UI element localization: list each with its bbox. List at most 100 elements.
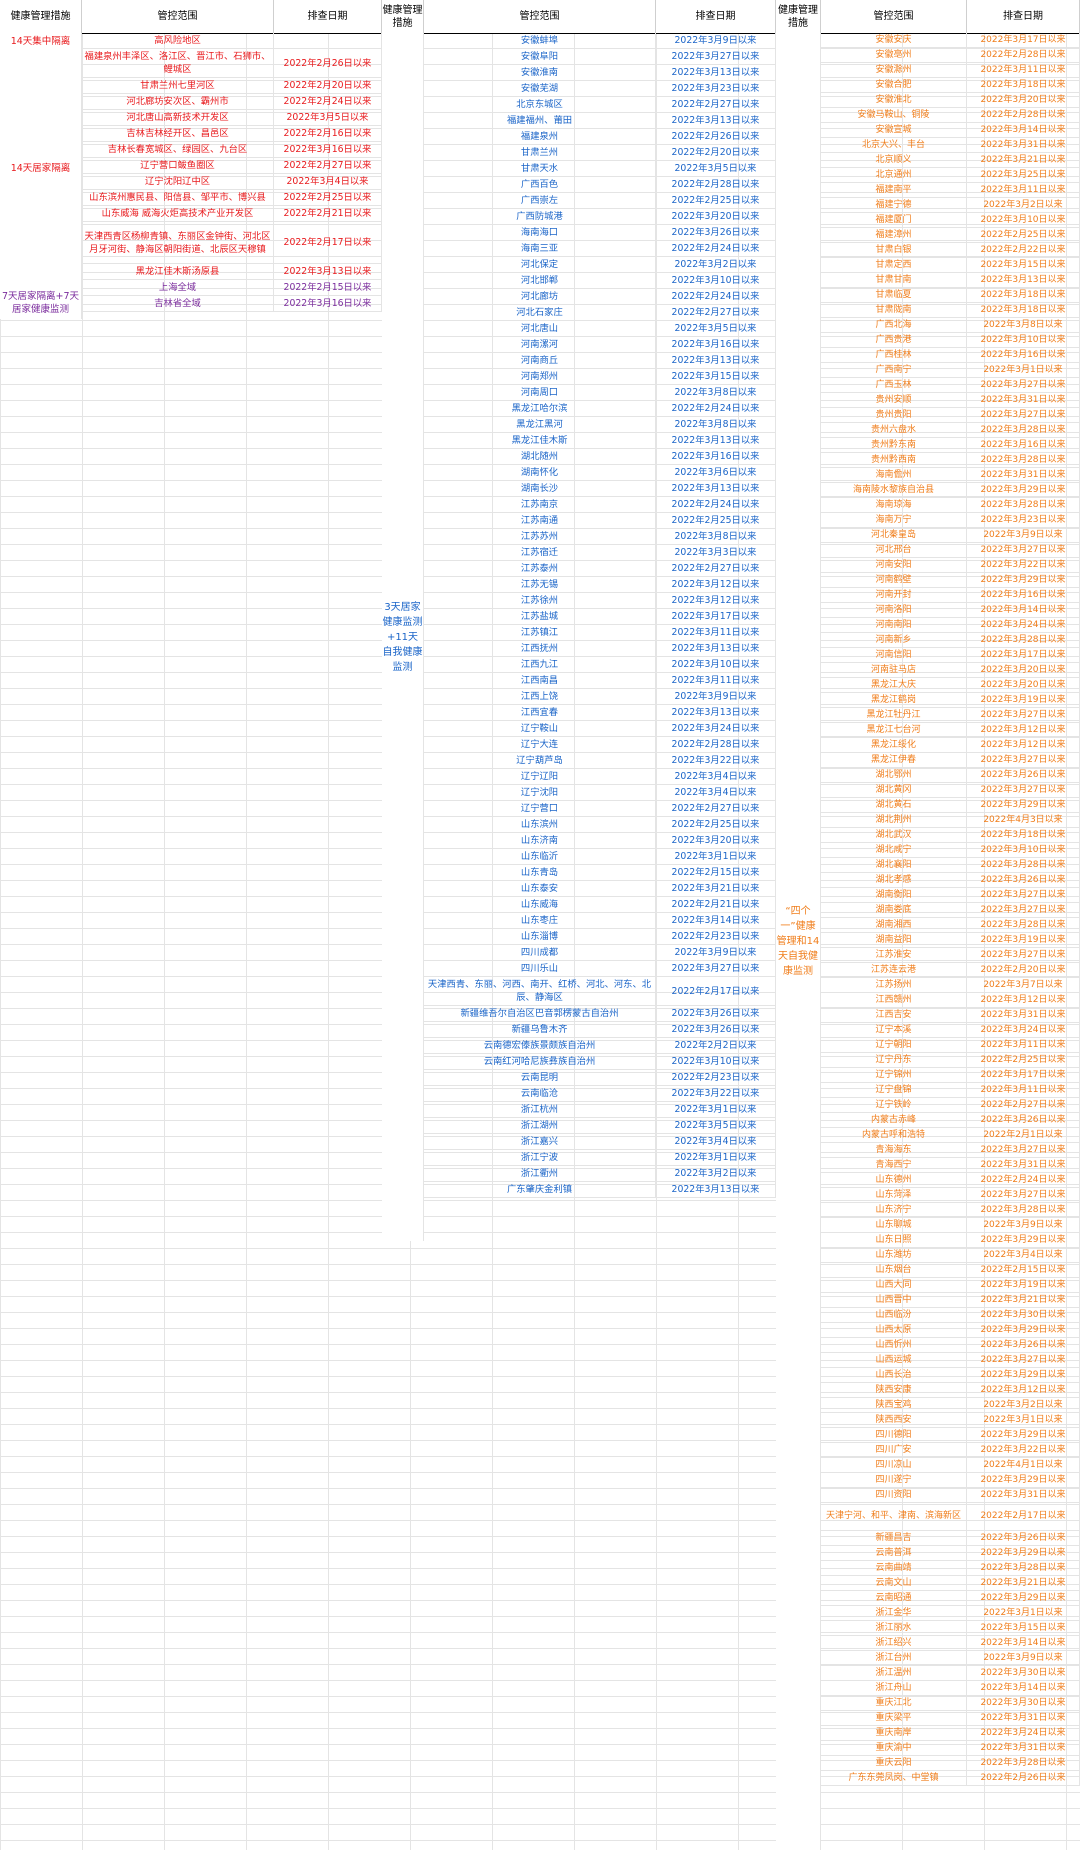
table-row: 浙江舟山 2022年3月14日以来	[821, 1681, 1080, 1696]
date-cell: 2022年2月20日以来	[656, 145, 776, 160]
table-row: 安徽亳州 2022年2月28日以来	[821, 48, 1080, 63]
date-cell: 2022年3月24日以来	[967, 618, 1080, 632]
scope-cell: 云南昆明	[424, 1070, 656, 1085]
table-row: 河南新乡 2022年3月28日以来	[821, 633, 1080, 648]
date-cell: 2022年2月25日以来	[656, 193, 776, 208]
table-row: 甘肃定西 2022年3月15日以来	[821, 258, 1080, 273]
table-row: 吉林省全域 2022年3月16日以来	[82, 296, 382, 312]
date-cell: 2022年3月23日以来	[656, 81, 776, 96]
table-row: 辽宁营口鲅鱼圈区 2022年2月27日以来	[82, 158, 382, 174]
scope-cell: 江西吉安	[821, 1008, 967, 1022]
date-cell: 2022年2月20日以来	[274, 78, 382, 93]
scope-cell: 安徽安庆	[821, 33, 967, 47]
table-row: 甘肃陇南 2022年3月18日以来	[821, 303, 1080, 318]
table-row: 江西九江 2022年3月10日以来	[424, 657, 776, 673]
scope-cell: 黑龙江伊春	[821, 753, 967, 767]
scope-cell: 河北邯郸	[424, 273, 656, 288]
date-cell: 2022年3月26日以来	[967, 768, 1080, 782]
scope-cell: 海南琼海	[821, 498, 967, 512]
table-row: 四川成都 2022年3月9日以来	[424, 945, 776, 961]
scope-cell: 北京东城区	[424, 97, 656, 112]
date-cell: 2022年3月4日以来	[656, 769, 776, 784]
date-cell: 2022年3月9日以来	[967, 1651, 1080, 1665]
table-row: 江西赣州 2022年3月12日以来	[821, 993, 1080, 1008]
date-cell: 2022年3月27日以来	[656, 49, 776, 64]
table-row: 浙江台州 2022年3月9日以来	[821, 1651, 1080, 1666]
scope-cell: 辽宁葫芦岛	[424, 753, 656, 768]
date-cell: 2022年3月16日以来	[967, 438, 1080, 452]
date-cell: 2022年3月17日以来	[967, 648, 1080, 662]
scope-cell: 湖南衡阳	[821, 888, 967, 902]
scope-cell: 山西晋中	[821, 1293, 967, 1307]
date-cell: 2022年3月30日以来	[967, 1696, 1080, 1710]
table-row: 云南临沧 2022年3月22日以来	[424, 1086, 776, 1102]
date-cell: 2022年3月11日以来	[967, 1038, 1080, 1052]
scope-cell: 浙江杭州	[424, 1102, 656, 1117]
date-cell: 2022年3月26日以来	[656, 225, 776, 240]
table-row: 重庆渝中 2022年3月31日以来	[821, 1741, 1080, 1756]
date-cell: 2022年3月28日以来	[967, 1203, 1080, 1217]
date-cell: 2022年3月2日以来	[656, 257, 776, 272]
scope-cell: 甘肃陇南	[821, 303, 967, 317]
scope-cell: 内蒙古呼和浩特	[821, 1128, 967, 1142]
table-row: 山东威海 威海火炬高技术产业开发区 2022年2月21日以来	[82, 206, 382, 222]
scope-cell: 黑龙江七台河	[821, 723, 967, 737]
scope-cell: 山东临沂	[424, 849, 656, 864]
table-row: 广西北海 2022年3月8日以来	[821, 318, 1080, 333]
date-cell: 2022年3月11日以来	[656, 673, 776, 688]
table-row: 河南商丘 2022年3月13日以来	[424, 353, 776, 369]
table-row: 安徽淮南 2022年3月13日以来	[424, 65, 776, 81]
table-row: 天津宁河、和平、津南、滨海新区 2022年2月17日以来	[821, 1503, 1080, 1531]
date-cell: 2022年2月15日以来	[656, 865, 776, 880]
date-cell: 2022年3月2日以来	[967, 198, 1080, 212]
table-row: 江苏淮安 2022年3月27日以来	[821, 948, 1080, 963]
scope-cell: 云南文山	[821, 1576, 967, 1590]
table-row: 北京东城区 2022年2月27日以来	[424, 97, 776, 113]
table-row: 安徽宣城 2022年3月14日以来	[821, 123, 1080, 138]
date-cell: 2022年2月22日以来	[967, 243, 1080, 257]
table-row: 浙江丽水 2022年3月15日以来	[821, 1621, 1080, 1636]
scope-cell: 甘肃兰州	[424, 145, 656, 160]
scope-cell: 天津西青区杨柳青镇、东丽区金钟街、河北区月牙河街、静海区朝阳街道、北辰区天穆镇	[82, 222, 274, 263]
scope-cell: 辽宁辽阳	[424, 769, 656, 784]
date-cell: 2022年3月27日以来	[967, 1143, 1080, 1157]
date-cell: 2022年2月25日以来	[274, 190, 382, 205]
table-row: 江苏南京 2022年2月24日以来	[424, 497, 776, 513]
table-row: 黑龙江伊春 2022年3月27日以来	[821, 753, 1080, 768]
header-date-2: 排查日期	[656, 0, 776, 33]
table-row: 山东潍坊 2022年3月4日以来	[821, 1248, 1080, 1263]
scope-cell: 四川乐山	[424, 961, 656, 976]
table-row: 湖南衡阳 2022年3月27日以来	[821, 888, 1080, 903]
date-cell: 2022年3月26日以来	[967, 1113, 1080, 1127]
date-cell: 2022年3月8日以来	[656, 529, 776, 544]
table-row: 山西长治 2022年3月29日以来	[821, 1368, 1080, 1383]
table-row: 湖北荆州 2022年4月3日以来	[821, 813, 1080, 828]
table-row: 黑龙江佳木斯 2022年3月13日以来	[424, 433, 776, 449]
date-cell: 2022年3月15日以来	[967, 1621, 1080, 1635]
date-cell: 2022年3月20日以来	[656, 833, 776, 848]
table-row: 四川资阳 2022年3月31日以来	[821, 1488, 1080, 1503]
scope-cell: 新疆昌吉	[821, 1531, 967, 1545]
date-cell: 2022年3月9日以来	[967, 528, 1080, 542]
date-cell: 2022年2月27日以来	[656, 561, 776, 576]
scope-cell: 辽宁锦州	[821, 1068, 967, 1082]
date-cell: 2022年3月29日以来	[967, 1323, 1080, 1337]
table-row: 湖南娄底 2022年3月27日以来	[821, 903, 1080, 918]
table-row: 河北唐山高新技术开发区 2022年3月5日以来	[82, 110, 382, 126]
table-row: 广东东莞凤岗、中堂镇 2022年2月26日以来	[821, 1771, 1080, 1786]
date-cell: 2022年3月31日以来	[967, 468, 1080, 482]
scope-cell: 河北秦皇岛	[821, 528, 967, 542]
table-row: 山东日照 2022年3月29日以来	[821, 1233, 1080, 1248]
scope-cell: 黑龙江鹤岗	[821, 693, 967, 707]
date-cell: 2022年3月29日以来	[967, 1428, 1080, 1442]
table-row: 四川乐山 2022年3月27日以来	[424, 961, 776, 977]
table-row: 江苏泰州 2022年2月27日以来	[424, 561, 776, 577]
table-row: 安徽芜湖 2022年3月23日以来	[424, 81, 776, 97]
date-cell: 2022年3月4日以来	[967, 1248, 1080, 1262]
table-row: 江西抚州 2022年3月13日以来	[424, 641, 776, 657]
date-cell: 2022年3月11日以来	[967, 183, 1080, 197]
scope-cell: 福建漳州	[821, 228, 967, 242]
scope-cell: 江西宜春	[424, 705, 656, 720]
table-row: 海南琼海 2022年3月28日以来	[821, 498, 1080, 513]
scope-cell: 江苏连云港	[821, 963, 967, 977]
